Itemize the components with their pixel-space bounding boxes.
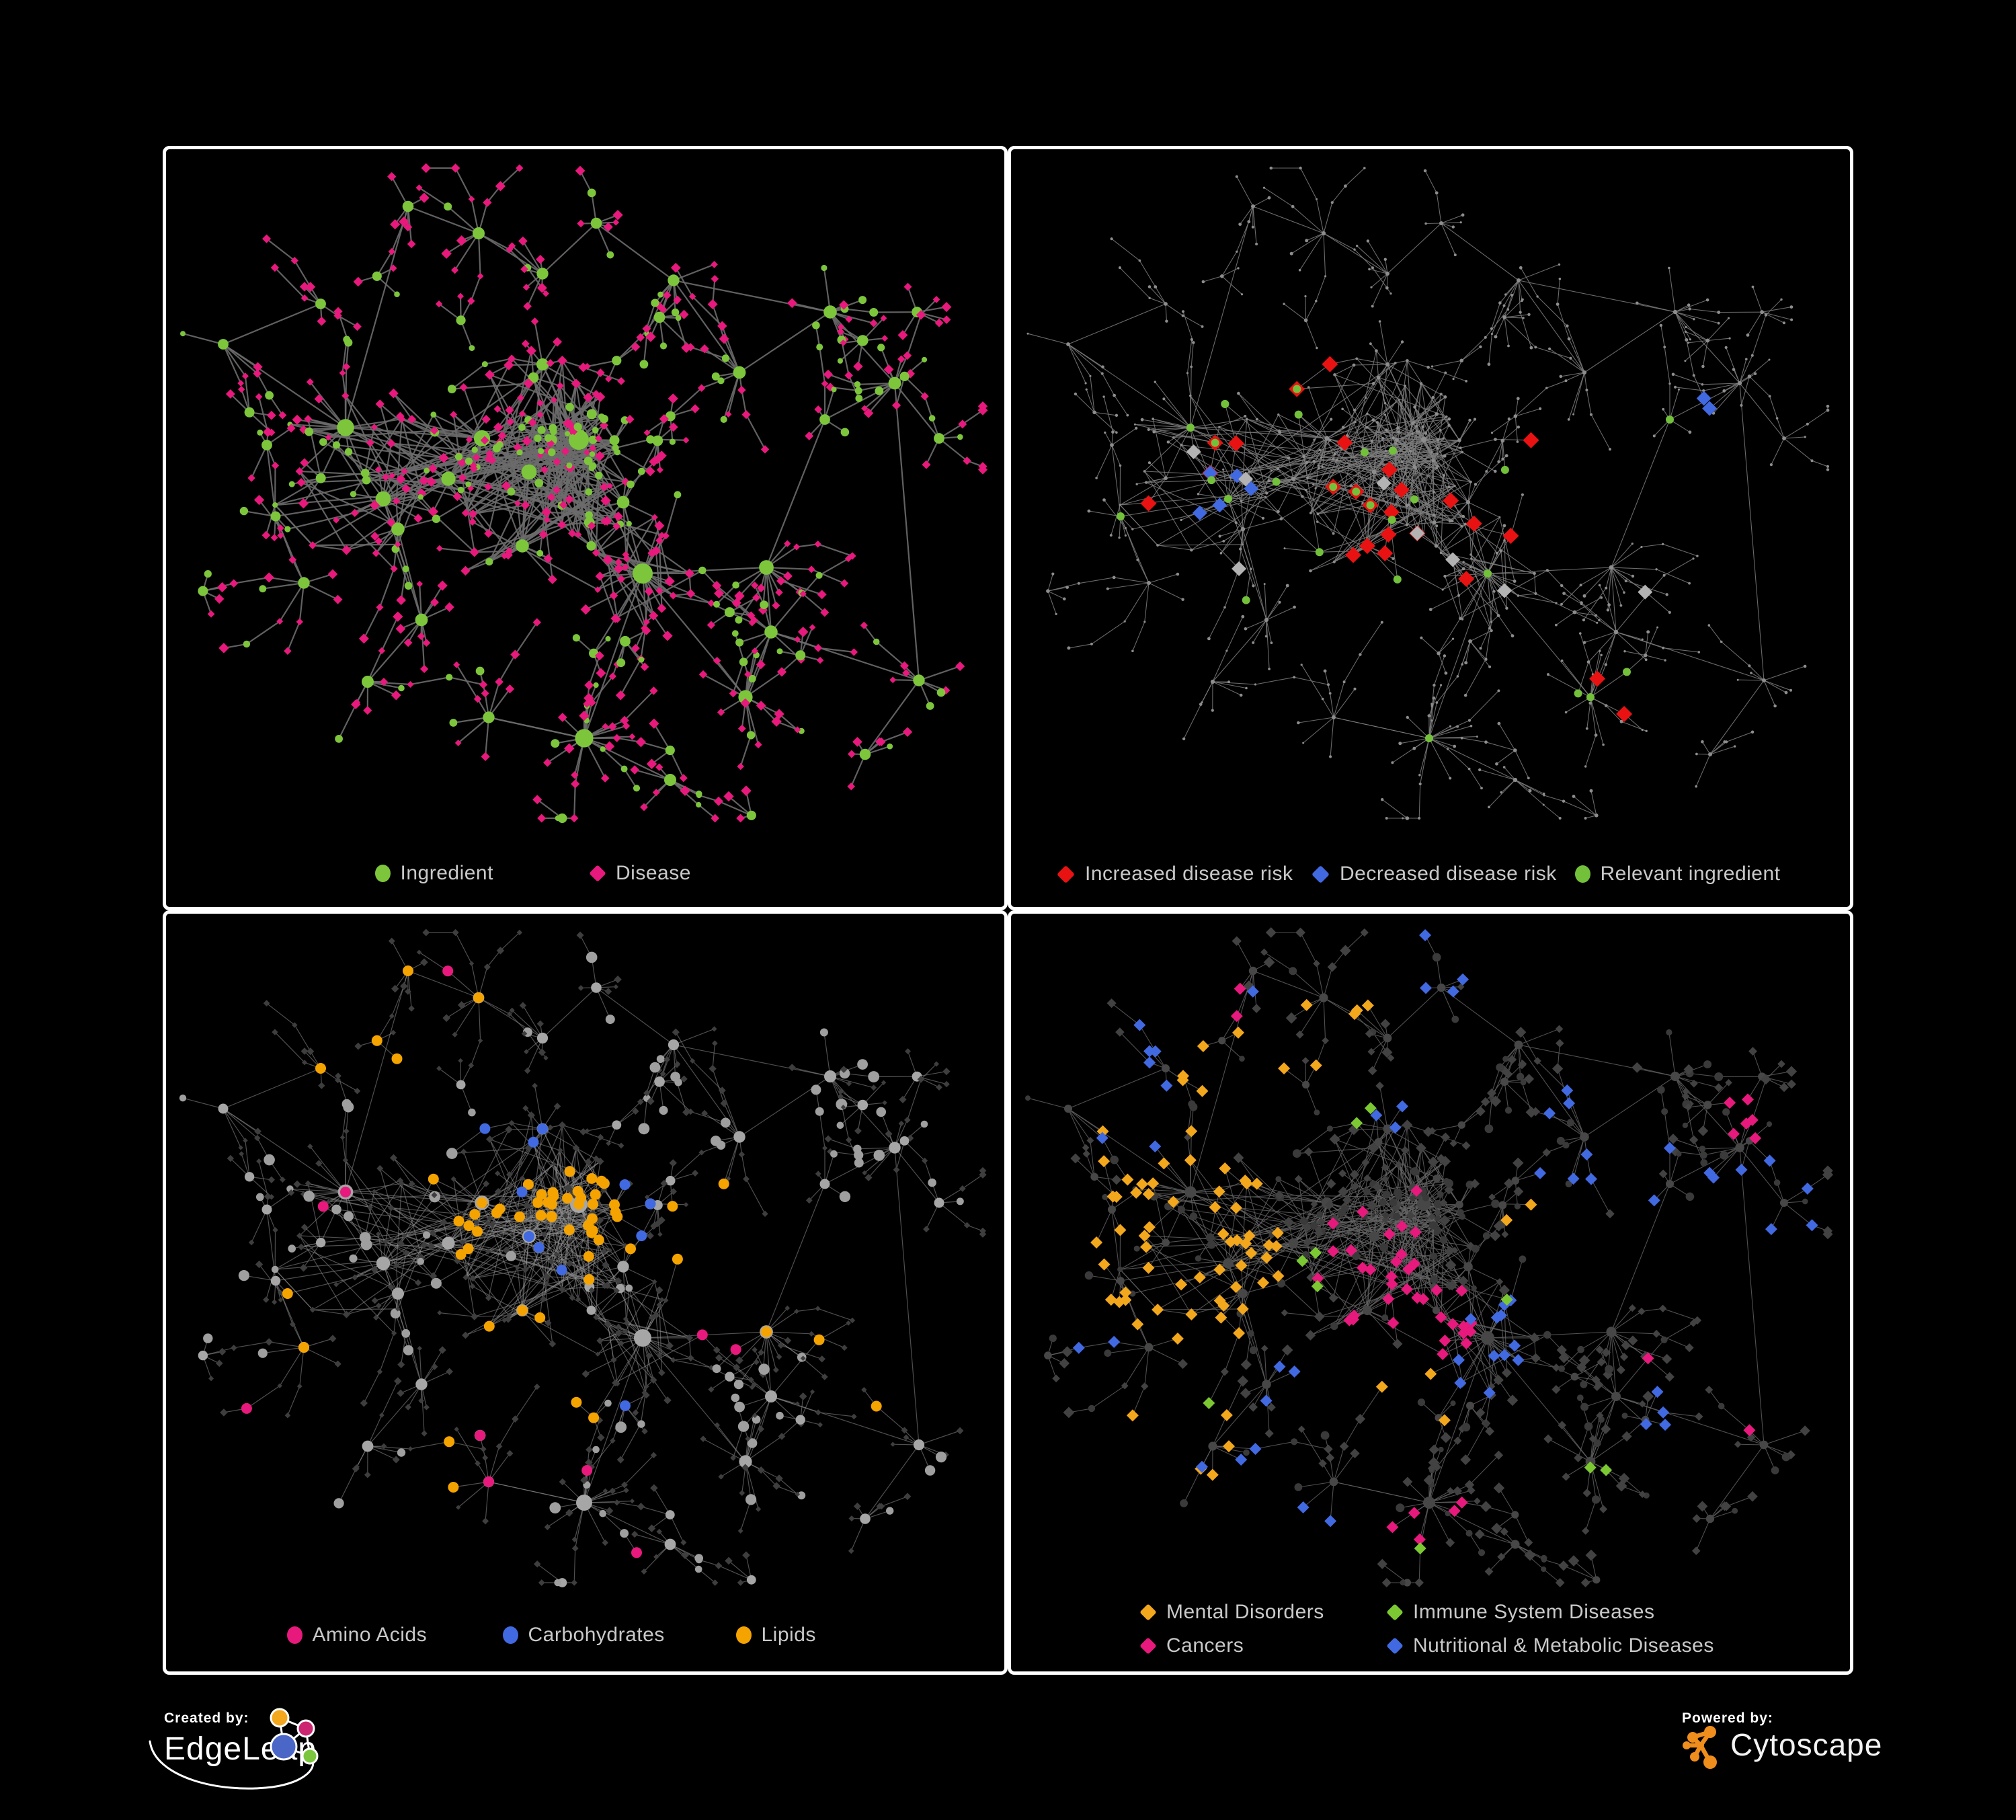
- legend-label-immune-system-diseases: Immune System Diseases: [1413, 1601, 1655, 1623]
- legend-label-amino-acids: Amino Acids: [312, 1624, 428, 1646]
- legend-label-cancers: Cancers: [1166, 1634, 1244, 1657]
- network-edges: [182, 932, 983, 1583]
- legend-item-nutritional-metabolic-diseases: Nutritional & Metabolic Diseases: [1386, 1634, 1714, 1657]
- legend-item-cancers: Cancers: [1139, 1634, 1244, 1657]
- cancers-diamond-marker: [1139, 1637, 1157, 1655]
- highlight-group-cancers: [1230, 982, 1762, 1546]
- powered-by-label: Powered by:: [1682, 1710, 1773, 1726]
- cytoscape-logo-icon: [1683, 1726, 1717, 1769]
- legend-label-mental-disorders: Mental Disorders: [1166, 1601, 1324, 1623]
- legend-item-disease: Disease: [589, 862, 691, 885]
- amino-acids-circle-marker: [286, 1626, 303, 1644]
- highlight-group-relevant-ingredient: [1117, 385, 1674, 742]
- highlight-group-no-effect: [1186, 444, 1653, 600]
- legend-item-immune-system-diseases: Immune System Diseases: [1386, 1601, 1655, 1624]
- legend-label-increased-disease-risk: Increased disease risk: [1085, 863, 1293, 885]
- legend-item-lipids: Lipids: [735, 1624, 816, 1647]
- highlighted-nodes: [1117, 356, 1718, 742]
- cytoscape-wordmark: Cytoscape: [1730, 1727, 1883, 1762]
- highlight-group-decreased-disease-risk: [1192, 391, 1718, 520]
- edgeleap-node-green: [301, 1747, 319, 1765]
- immune-system-diseases-diamond-marker: [1386, 1604, 1404, 1621]
- edgeleap-node-orange: [270, 1708, 290, 1728]
- disease-risk-network-graph: [1026, 166, 1830, 820]
- legend-item-mental-disorders: Mental Disorders: [1139, 1601, 1324, 1624]
- legend-item-increased-disease-risk: Increased disease risk: [1057, 863, 1293, 885]
- legend-label-relevant-ingredient: Relevant ingredient: [1600, 863, 1781, 885]
- ingredient-disease-network-graph: [180, 163, 988, 824]
- legend-item-relevant-ingredient: Relevant ingredient: [1574, 863, 1781, 885]
- highlighted-nodes: [1072, 929, 1818, 1554]
- created-by-label: Created by:: [164, 1710, 249, 1726]
- cytoscape-credit: Powered by: Cytoscape: [1682, 1710, 1884, 1791]
- legend-label-decreased-disease-risk: Decreased disease risk: [1340, 863, 1557, 885]
- legend-label-ingredient: Ingredient: [400, 862, 493, 884]
- legend-item-carbohydrates: Carbohydrates: [502, 1624, 665, 1647]
- legend-label-disease: Disease: [616, 862, 691, 884]
- macronutrients-network-graph: [179, 928, 987, 1587]
- panel-disease-risk: Increased disease risk Decreased disease …: [1008, 146, 1853, 910]
- highlight-group-immune-system-diseases: [1203, 1102, 1613, 1554]
- network-edges: [182, 167, 984, 820]
- legend-label-nutritional-metabolic-diseases: Nutritional & Metabolic Diseases: [1413, 1634, 1714, 1657]
- nutritional-metabolic-diseases-diamond-marker: [1386, 1637, 1404, 1655]
- legend-item-amino-acids: Amino Acids: [286, 1624, 428, 1647]
- increased-disease-risk-diamond-marker: [1057, 865, 1075, 883]
- network-edges: [1027, 167, 1828, 819]
- lipids-circle-marker: [735, 1626, 752, 1644]
- highlight-group-nutritional-metabolic-diseases: [1072, 929, 1818, 1528]
- network-nodes: [179, 928, 987, 1587]
- panel-ingredient-disease: Ingredient Disease: [163, 146, 1008, 910]
- edgeleap-node-blue: [270, 1733, 298, 1761]
- legend-item-decreased-disease-risk: Decreased disease risk: [1312, 863, 1557, 885]
- highlight-group-lipids: [282, 965, 882, 1493]
- edgeleap-logo-icon: [149, 1708, 319, 1790]
- highlight-group-carbohydrates: [479, 1123, 656, 1411]
- network-edges: [1027, 932, 1828, 1583]
- highlighted-nodes: [241, 965, 882, 1558]
- highlight-group-mental-disorders: [1090, 998, 1537, 1481]
- highlight-group-amino-acids: [241, 965, 741, 1558]
- legend-label-carbohydrates: Carbohydrates: [528, 1624, 665, 1646]
- panel-macronutrients: Amino Acids Carbohydrates Lipids: [163, 910, 1008, 1675]
- edgeleap-node-pink: [296, 1719, 315, 1738]
- disease-diamond-marker: [589, 865, 606, 882]
- network-nodes: [1026, 166, 1830, 820]
- panel-disease-classes: Mental Disorders Immune System Diseases Ca…: [1008, 910, 1853, 1675]
- network-nodes: [180, 163, 988, 824]
- mental-disorders-diamond-marker: [1139, 1604, 1157, 1621]
- legend-label-lipids: Lipids: [761, 1624, 816, 1646]
- carbohydrates-circle-marker: [502, 1626, 518, 1644]
- legend-item-ingredient: Ingredient: [374, 862, 493, 885]
- disease-classes-network-graph: [1025, 927, 1834, 1587]
- ingredient-circle-marker: [374, 865, 391, 882]
- relevant-ingredient-circle-marker: [1574, 865, 1590, 883]
- decreased-disease-risk-diamond-marker: [1312, 865, 1330, 883]
